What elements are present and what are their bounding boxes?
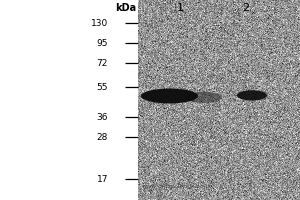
Text: 2: 2 <box>242 3 250 13</box>
Text: 28: 28 <box>97 133 108 142</box>
Text: www.biosscience.com: www.biosscience.com <box>141 185 210 190</box>
Ellipse shape <box>237 90 267 101</box>
Text: 17: 17 <box>97 174 108 184</box>
Ellipse shape <box>141 88 198 104</box>
Text: 130: 130 <box>91 19 108 27</box>
Text: 55: 55 <box>97 83 108 92</box>
Text: 1: 1 <box>176 3 184 13</box>
Text: 72: 72 <box>97 58 108 68</box>
Ellipse shape <box>186 92 222 103</box>
Bar <box>0 0 138 200</box>
Bar <box>138 0 300 200</box>
Text: kDa: kDa <box>116 3 136 13</box>
Text: 95: 95 <box>97 38 108 47</box>
Text: 36: 36 <box>97 112 108 121</box>
